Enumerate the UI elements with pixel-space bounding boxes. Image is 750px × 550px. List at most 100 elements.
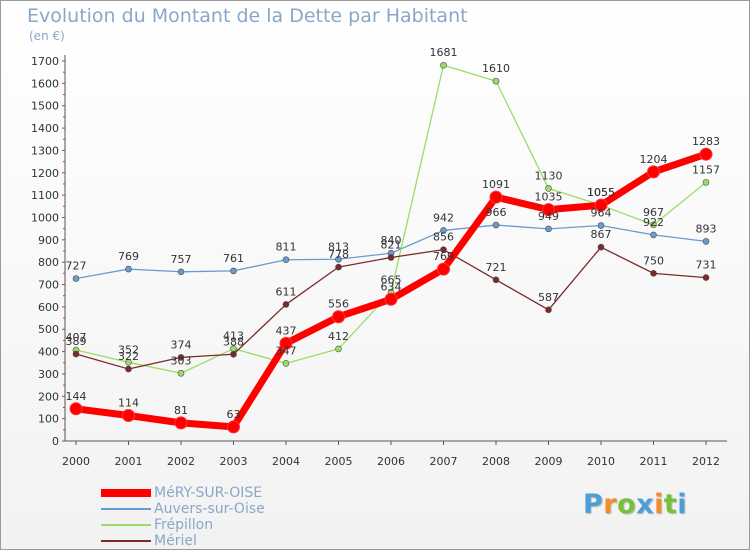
series-point-3 <box>282 301 290 308</box>
series-point-3 <box>387 254 395 261</box>
series-point-1 <box>545 225 552 233</box>
x-tick-label: 2002 <box>167 455 195 468</box>
y-tick-label: 200 <box>38 390 59 403</box>
data-label-1: 769 <box>118 250 139 263</box>
data-label-0: 1283 <box>692 135 720 148</box>
series-point-2 <box>702 179 710 186</box>
data-label-3: 587 <box>538 291 559 304</box>
chart-title: Evolution du Montant de la Dette par Hab… <box>27 5 468 27</box>
data-label-0: 1091 <box>482 178 510 191</box>
series-point-0 <box>489 190 503 204</box>
data-label-0: 63 <box>227 408 241 421</box>
x-tick-label: 2000 <box>62 455 90 468</box>
data-label-0: 144 <box>66 390 87 403</box>
series-point-2 <box>440 61 447 69</box>
data-label-0: 634 <box>381 280 402 293</box>
data-label-3: 867 <box>591 228 612 241</box>
x-tick-label: 2006 <box>377 455 405 468</box>
series-point-0 <box>174 416 188 430</box>
series-point-3 <box>125 365 132 373</box>
legend-label: MéRY-SUR-OISE <box>154 485 263 501</box>
series-point-2 <box>650 221 657 229</box>
logo-letter: o <box>617 489 637 520</box>
series-point-3 <box>177 354 185 361</box>
series-point-1 <box>230 267 237 275</box>
series-point-1 <box>282 256 290 264</box>
data-label-3: 731 <box>696 259 717 272</box>
data-label-2: 412 <box>328 330 349 343</box>
legend-swatch <box>101 508 151 510</box>
logo-letter: i <box>654 489 664 520</box>
y-tick-label: 700 <box>38 279 59 292</box>
data-label-3: 856 <box>433 231 454 244</box>
y-tick-label: 1200 <box>31 167 59 180</box>
logo-letter: r <box>603 489 618 520</box>
y-tick-label: 400 <box>38 346 59 359</box>
series-point-0 <box>647 165 660 179</box>
series-point-2 <box>125 359 132 366</box>
x-tick-label: 2007 <box>430 455 458 468</box>
data-label-2: 1681 <box>430 46 458 59</box>
series-point-0 <box>384 292 398 306</box>
y-tick-label: 500 <box>38 323 59 336</box>
series-point-3 <box>545 306 552 314</box>
data-label-3: 389 <box>66 335 87 348</box>
x-tick-label: 2011 <box>640 455 668 468</box>
legend-label: Mériel <box>154 533 197 549</box>
x-tick-label: 2008 <box>482 455 510 468</box>
data-label-2: 303 <box>171 354 192 367</box>
x-tick-label: 2009 <box>535 455 563 468</box>
data-label-0: 114 <box>118 397 139 410</box>
series-point-3 <box>702 274 710 281</box>
data-label-0: 556 <box>328 298 349 311</box>
data-label-1: 942 <box>433 211 454 224</box>
series-point-1 <box>597 222 605 229</box>
legend-swatch <box>101 540 151 542</box>
data-label-0: 437 <box>276 324 297 337</box>
data-label-1: 966 <box>486 206 507 219</box>
series-point-0 <box>699 147 713 161</box>
y-tick-label: 900 <box>38 234 59 247</box>
y-tick-label: 1300 <box>31 144 59 157</box>
proxiti-logo: Proxiti <box>583 489 687 520</box>
series-point-0 <box>279 336 293 350</box>
data-label-1: 761 <box>223 252 244 265</box>
data-label-1: 813 <box>328 240 349 253</box>
series-point-3 <box>335 263 342 271</box>
data-label-2: 407 <box>66 331 87 344</box>
data-label-3: 778 <box>328 248 349 261</box>
y-tick-label: 1600 <box>31 77 59 90</box>
series-point-1 <box>440 227 447 234</box>
data-label-1: 949 <box>538 210 559 223</box>
series-point-3 <box>650 270 657 277</box>
x-tick-label: 2004 <box>272 455 300 468</box>
data-label-3: 388 <box>223 335 244 348</box>
series-point-3 <box>492 276 500 284</box>
y-tick-label: 600 <box>38 301 59 314</box>
data-label-2: 967 <box>643 206 664 219</box>
series-point-0 <box>594 198 608 212</box>
x-tick-label: 2012 <box>692 455 720 468</box>
data-label-2: 1130 <box>535 169 563 182</box>
data-label-0: 1035 <box>535 191 563 204</box>
series-point-0 <box>122 409 135 423</box>
series-point-1 <box>177 268 185 276</box>
series-point-3 <box>230 350 237 358</box>
data-label-1: 964 <box>591 207 612 220</box>
data-label-2: 1157 <box>692 163 720 176</box>
data-label-2: 352 <box>118 343 139 356</box>
data-label-3: 322 <box>118 350 139 363</box>
y-tick-label: 1000 <box>31 211 59 224</box>
series-point-1 <box>72 275 80 282</box>
legend-label: Auvers-sur-Oise <box>154 501 265 517</box>
x-tick-label: 2001 <box>115 455 143 468</box>
y-tick-label: 1500 <box>31 100 59 113</box>
series-point-1 <box>702 238 710 245</box>
series-point-0 <box>332 310 345 324</box>
data-label-1: 922 <box>643 216 664 229</box>
data-label-0: 769 <box>433 250 454 263</box>
data-label-0: 1055 <box>587 186 615 199</box>
y-tick-label: 1700 <box>31 55 59 68</box>
logo-letter: x <box>636 489 655 520</box>
